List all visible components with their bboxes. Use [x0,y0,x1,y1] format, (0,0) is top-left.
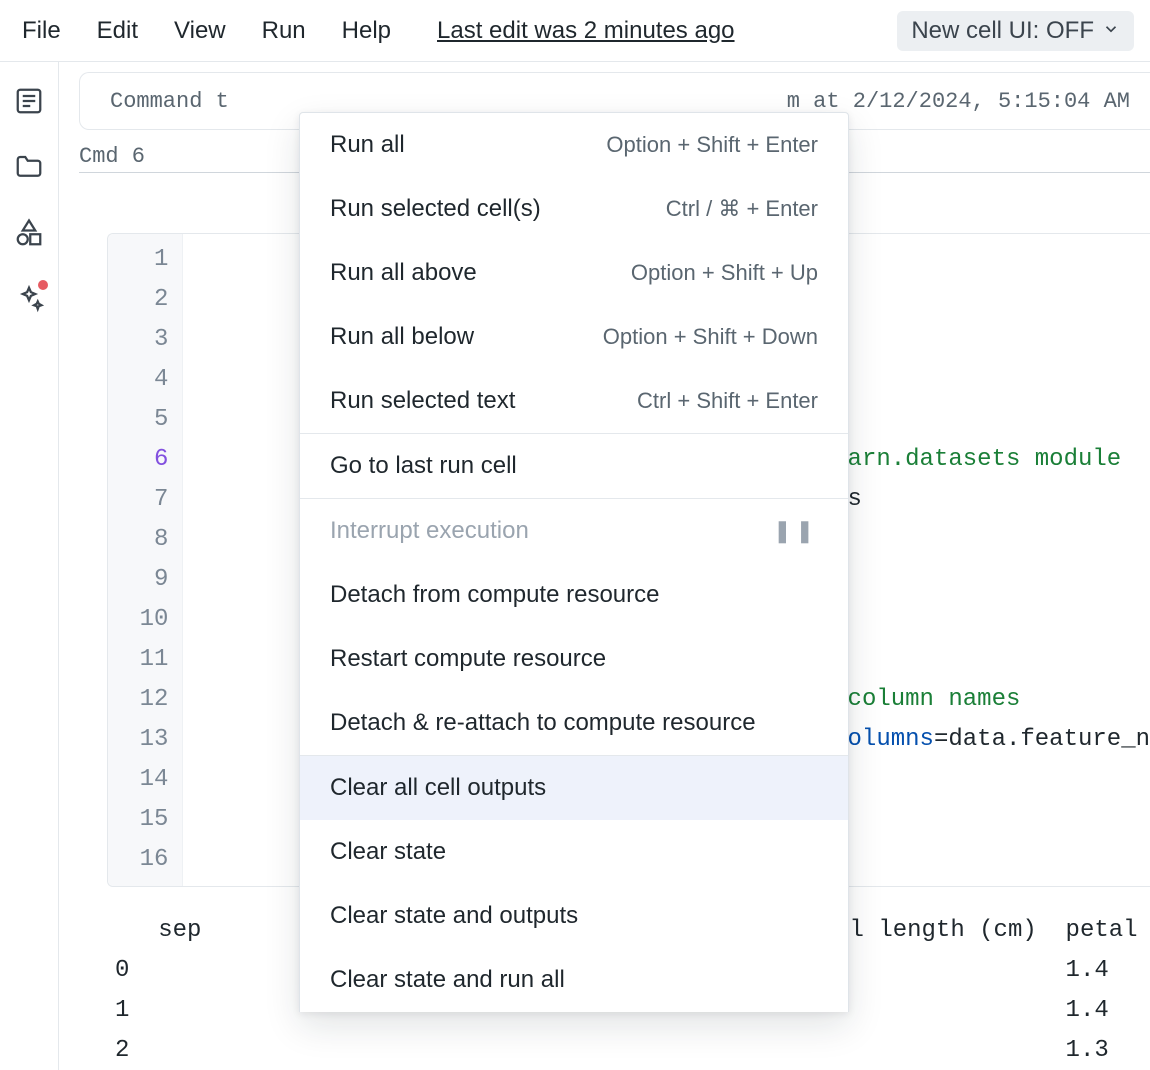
menu-item-clear-state[interactable]: Clear state [300,820,848,884]
menu-item-run-all-above[interactable]: Run all above Option + Shift + Up [300,241,848,305]
line-number: 13 [108,720,168,760]
menu-item-shortcut: Ctrl + Shift + Enter [637,388,818,414]
menu-item-label: Go to last run cell [330,452,517,480]
line-number: 10 [108,600,168,640]
menu-item-go-to-last-run-cell[interactable]: Go to last run cell [300,434,848,498]
menu-file[interactable]: File [4,11,79,51]
command-status-right: m at 2/12/2024, 5:15:04 AM [787,89,1130,114]
menu-item-run-selected-cell-s[interactable]: Run selected cell(s) Ctrl / ⌘ + Enter [300,177,848,241]
line-number: 1 [108,240,168,280]
run-menu-dropdown: Run all Option + Shift + Enter Run selecte… [299,112,849,1012]
line-number: 16 [108,840,168,880]
toc-icon[interactable] [14,86,44,116]
folder-icon[interactable] [14,152,44,182]
menu-item-detach-re-attach-to-compute-resource[interactable]: Detach & re-attach to compute resource [300,691,848,755]
menu-item-label: Clear state and outputs [330,902,578,930]
menu-item-detach-from-compute-resource[interactable]: Detach from compute resource [300,563,848,627]
menu-run[interactable]: Run [244,11,324,51]
menu-item-shortcut: Option + Shift + Enter [606,132,818,158]
new-cell-ui-label: New cell UI: OFF [911,17,1094,45]
menu-item-shortcut: Option + Shift + Up [631,260,818,286]
line-number: 7 [108,480,168,520]
menu-view[interactable]: View [156,11,244,51]
menu-item-label: Restart compute resource [330,645,606,673]
menu-item-label: Clear all cell outputs [330,774,546,802]
menu-item-shortcut: Ctrl / ⌘ + Enter [666,196,818,222]
command-status-left: Command t [110,89,229,114]
menu-item-label: Run all [330,131,405,159]
line-number: 9 [108,560,168,600]
line-number: 2 [108,280,168,320]
menu-item-clear-all-cell-outputs[interactable]: Clear all cell outputs [300,756,848,820]
left-rail [0,62,58,1070]
shapes-icon[interactable] [14,218,44,248]
menu-item-label: Run all above [330,259,477,287]
menu-item-shortcut: Option + Shift + Down [603,324,818,350]
menu-item-label: Detach & re-attach to compute resource [330,709,756,737]
line-number: 12 [108,680,168,720]
menu-item-run-all[interactable]: Run all Option + Shift + Enter [300,113,848,177]
line-number: 15 [108,800,168,840]
menu-item-label: Clear state and run all [330,966,565,994]
menu-item-label: Run selected cell(s) [330,195,541,223]
main: Command t m at 2/12/2024, 5:15:04 AM Cmd… [0,62,1150,1070]
menu-item-restart-compute-resource[interactable]: Restart compute resource [300,627,848,691]
menu-item-clear-state-and-run-all[interactable]: Clear state and run all [300,948,848,1012]
menu-item-label: Detach from compute resource [330,581,659,609]
line-number: 6 [108,440,168,480]
line-number: 11 [108,640,168,680]
menu-item-label: Interrupt execution [330,517,529,545]
line-number: 14 [108,760,168,800]
menu-item-label: Clear state [330,838,446,866]
last-edit-link[interactable]: Last edit was 2 minutes ago [437,17,735,45]
line-number: 8 [108,520,168,560]
notebook-content: Command t m at 2/12/2024, 5:15:04 AM Cmd… [58,62,1150,1070]
menu-item-label: Run all below [330,323,474,351]
chevron-down-icon [1102,17,1120,45]
pause-icon: ❚❚ [773,518,818,544]
menu-item-run-all-below[interactable]: Run all below Option + Shift + Down [300,305,848,369]
notification-dot-icon [38,280,48,290]
line-number: 4 [108,360,168,400]
assistant-icon[interactable] [14,284,44,314]
menu-item-interrupt-execution: Interrupt execution ❚❚ [300,499,848,563]
new-cell-ui-toggle[interactable]: New cell UI: OFF [897,11,1134,51]
line-number-gutter: 12345678910111213141516 [108,234,183,886]
menu-item-clear-state-and-outputs[interactable]: Clear state and outputs [300,884,848,948]
menubar: File Edit View Run Help Last edit was 2 … [0,0,1150,62]
line-number: 3 [108,320,168,360]
line-number: 5 [108,400,168,440]
menu-item-label: Run selected text [330,387,515,415]
cell-label: Cmd 6 [79,144,145,169]
menu-help[interactable]: Help [324,11,409,51]
menu-item-run-selected-text[interactable]: Run selected text Ctrl + Shift + Enter [300,369,848,433]
menu-edit[interactable]: Edit [79,11,156,51]
